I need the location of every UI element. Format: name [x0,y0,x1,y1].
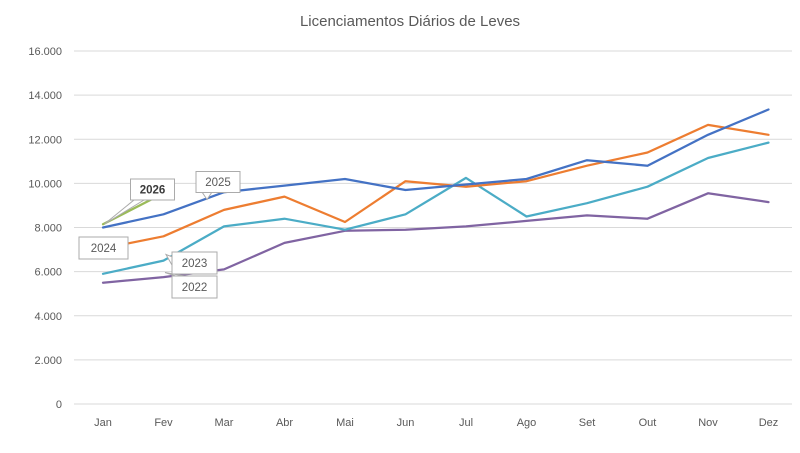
x-tick-label: Out [639,417,657,429]
x-tick-label: Mai [336,417,354,429]
y-tick-label: 0 [56,399,62,411]
series-label-box-2024 [78,236,129,260]
x-tick-label: Nov [698,417,718,429]
series-label-text-2023: 2023 [182,258,208,270]
y-tick-label: 4.000 [34,311,62,323]
x-tick-label: Mar [215,417,234,429]
series-label-text-2026: 2026 [140,185,166,197]
x-tick-label: Fev [154,417,173,429]
series-label-text-2025: 2025 [205,177,231,189]
x-tick-label: Ago [517,417,537,429]
series-line-2024 [101,123,770,250]
series-label-box-2023 [171,251,218,275]
chart-title: Licenciamentos Diários de Leves [299,13,521,30]
series-label-text-2024: 2024 [91,243,117,255]
x-tick-label: Abr [276,417,293,429]
x-tick-label: Dez [759,417,779,429]
y-tick-label: 14.000 [28,90,62,102]
y-tick-label: 16.000 [28,46,62,58]
series-label-box-2026 [130,178,175,201]
y-tick-label: 10.000 [28,178,62,190]
y-tick-label: 6.000 [34,267,62,279]
x-tick-label: Jul [459,417,473,429]
series-label-text-2022: 2022 [182,282,208,294]
x-tick-label: Jun [397,417,415,429]
series-line-2025 [101,108,770,229]
series-line-2023 [101,141,770,275]
y-tick-label: 8.000 [34,223,62,235]
y-tick-label: 2.000 [34,355,62,367]
x-tick-label: Jan [94,417,112,429]
series-label-box-2025 [195,171,241,193]
y-tick-label: 12.000 [28,134,62,146]
series-label-leader-2025 [201,191,213,201]
x-tick-label: Set [579,417,596,429]
series-label-box-2022 [171,275,218,299]
